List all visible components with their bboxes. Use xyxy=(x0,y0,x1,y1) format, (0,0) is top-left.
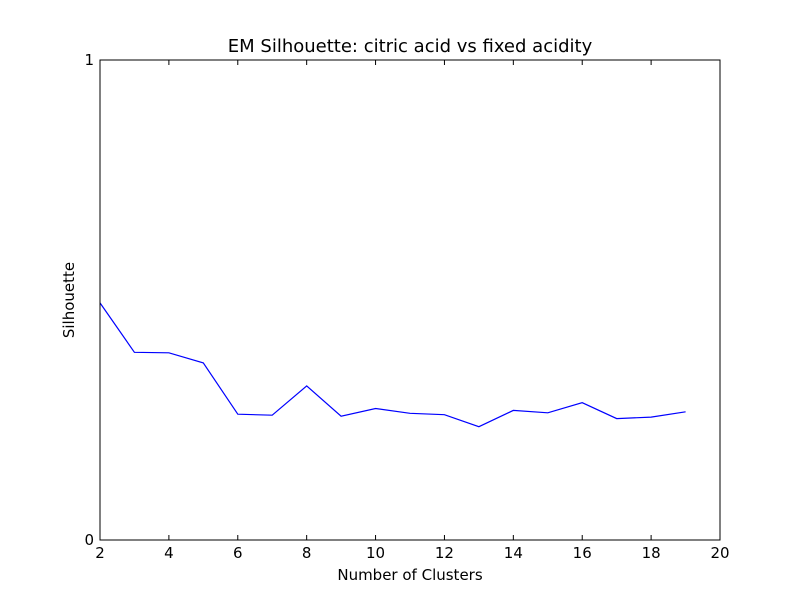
x-tick-label: 6 xyxy=(233,544,243,562)
data-point xyxy=(582,402,583,403)
data-point xyxy=(616,418,617,419)
x-axis-label: Number of Clusters xyxy=(337,566,482,584)
x-tick-label: 2 xyxy=(95,544,105,562)
data-point xyxy=(272,415,273,416)
plot-lines xyxy=(99,302,686,428)
x-tick-label: 10 xyxy=(366,544,385,562)
x-tick-label: 16 xyxy=(573,544,592,562)
x-tick-label: 8 xyxy=(302,544,312,562)
plot-area-frame xyxy=(99,59,721,541)
silhouette-series-line xyxy=(99,302,686,428)
data-point xyxy=(375,408,376,409)
y-axis-label: Silhouette xyxy=(60,262,78,338)
data-point xyxy=(237,414,238,415)
data-point xyxy=(444,414,445,415)
data-point xyxy=(409,413,410,414)
data-point xyxy=(306,385,307,386)
chart-title: EM Silhouette: citric acid vs fixed acid… xyxy=(228,36,593,57)
x-tick-label: 4 xyxy=(164,544,174,562)
data-point xyxy=(651,417,652,418)
data-point xyxy=(168,352,169,353)
data-point xyxy=(685,411,686,412)
x-tick-label: 20 xyxy=(710,544,729,562)
x-tick-label: 12 xyxy=(435,544,454,562)
y-tick-label: 0 xyxy=(84,531,94,549)
data-point xyxy=(547,412,548,413)
y-tick-label: 1 xyxy=(84,51,94,69)
x-tick-label: 18 xyxy=(642,544,661,562)
x-tick-label: 14 xyxy=(504,544,523,562)
data-point xyxy=(134,352,135,353)
data-point xyxy=(478,426,479,427)
data-point xyxy=(203,362,204,363)
data-point xyxy=(513,410,514,411)
data-point xyxy=(341,416,342,417)
axis-ticks: 2 4 6 8 10 12 14 16 18 20 0 1 xyxy=(84,51,729,562)
